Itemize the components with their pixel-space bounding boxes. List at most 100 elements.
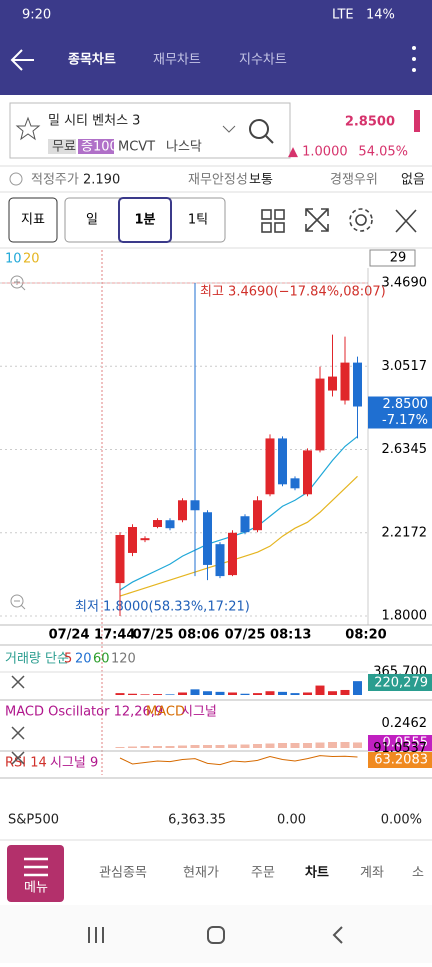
info-label: 경쟁우위 bbox=[330, 173, 378, 188]
status-network: LTE bbox=[332, 8, 354, 23]
macd-bar bbox=[203, 745, 212, 748]
macd-bar bbox=[115, 747, 125, 748]
ticker: MCVT bbox=[118, 140, 155, 155]
volume-bar bbox=[215, 691, 225, 695]
volume-bar bbox=[153, 694, 162, 695]
candle-body bbox=[290, 478, 300, 489]
volume-bar bbox=[303, 692, 312, 695]
menu-kebab[interactable] bbox=[412, 46, 416, 72]
back-button[interactable] bbox=[10, 49, 34, 71]
stock-box[interactable] bbox=[9, 102, 291, 159]
annotation: 최저 1.8000(58.33%,17:21) bbox=[75, 600, 250, 615]
nav-item[interactable]: 주문 bbox=[251, 866, 275, 881]
info-value: 보통 bbox=[249, 173, 273, 188]
close-icons[interactable] bbox=[11, 675, 25, 765]
badge-bg bbox=[78, 139, 114, 154]
ma-line bbox=[119, 475, 358, 597]
candle-body bbox=[253, 500, 262, 531]
star-icon[interactable] bbox=[15, 116, 41, 141]
volume-bar bbox=[253, 693, 262, 695]
macd-bar bbox=[153, 746, 162, 748]
info-label: 재무안정성 bbox=[188, 173, 248, 188]
macd-bar bbox=[190, 745, 200, 748]
macd-bar bbox=[303, 743, 312, 748]
tab[interactable]: 지수차트 bbox=[239, 53, 287, 68]
index-value: 6,363.35 bbox=[168, 813, 226, 828]
macd-last-box bbox=[368, 735, 432, 751]
count-box[interactable] bbox=[369, 249, 416, 267]
candle-body bbox=[240, 516, 250, 533]
annotation: 최고 3.4690(−17.84%,08:07) bbox=[200, 285, 386, 300]
panel-title: 거래량 단순 bbox=[5, 652, 69, 667]
nav-item[interactable]: 소 bbox=[412, 866, 424, 881]
info-label: 적정주가 bbox=[31, 173, 79, 188]
candle-body bbox=[228, 532, 237, 576]
tab[interactable]: 종목차트 bbox=[68, 52, 116, 68]
tool-icons[interactable] bbox=[261, 208, 417, 233]
header-bg bbox=[0, 0, 432, 95]
volume-bar bbox=[290, 693, 300, 695]
search-icon[interactable] bbox=[249, 119, 274, 144]
volume-bar bbox=[353, 681, 362, 695]
volume-bar bbox=[178, 692, 187, 695]
y-tick-label: 3.0517 bbox=[382, 359, 428, 374]
macd-bar bbox=[353, 742, 362, 748]
zoom-icons[interactable] bbox=[10, 275, 26, 610]
panel-legend: 5 bbox=[64, 652, 72, 667]
button[interactable] bbox=[8, 197, 58, 243]
volume-bar bbox=[203, 691, 212, 695]
change: ▲ 1.0000 bbox=[288, 145, 348, 160]
menu-icon bbox=[24, 857, 48, 877]
rsi-last-box bbox=[368, 752, 432, 768]
volume-bar bbox=[328, 691, 337, 695]
macd-bar bbox=[253, 744, 262, 748]
nav-item[interactable]: 관심종목 bbox=[99, 866, 147, 881]
macd-bar bbox=[328, 742, 337, 748]
info-value: 없음 bbox=[401, 173, 425, 188]
button-label: 1분 bbox=[134, 213, 155, 228]
candle-body bbox=[203, 512, 212, 565]
button-label: 지표 bbox=[21, 213, 45, 228]
macd-bar bbox=[265, 743, 275, 748]
info-value: 2.190 bbox=[83, 173, 120, 188]
macd-bar bbox=[240, 744, 250, 748]
dropdown[interactable] bbox=[222, 125, 236, 133]
badge: 무료 bbox=[52, 140, 76, 155]
menu-button[interactable] bbox=[7, 845, 64, 902]
button-label[interactable]: 1틱 bbox=[188, 213, 208, 228]
y-tick-label: 3.4690 bbox=[382, 276, 428, 291]
ma-line bbox=[119, 435, 358, 591]
nav-item[interactable]: 현재가 bbox=[183, 866, 219, 881]
candle-body bbox=[165, 520, 175, 529]
y-tick-label: 1.8000 bbox=[382, 609, 428, 624]
panel-legend: 120 bbox=[111, 652, 136, 667]
button-selected[interactable] bbox=[118, 197, 172, 243]
candle-body bbox=[340, 362, 350, 401]
y-tick-label: 2.6345 bbox=[382, 442, 428, 457]
price: 2.8500 bbox=[345, 115, 395, 130]
stock-name: 밀 시티 벤처스 3 bbox=[48, 114, 140, 129]
nav-item[interactable]: 차트 bbox=[305, 865, 329, 881]
change-pct: 54.05% bbox=[358, 145, 408, 160]
last-change: -7.17% bbox=[382, 413, 428, 428]
x-tick-label: 07/24 17:44 bbox=[49, 628, 136, 643]
index-name: S&P500 bbox=[8, 813, 59, 828]
system-nav bbox=[0, 905, 432, 963]
nav: 관심종목 현재가 주문 차트 계좌 소 bbox=[99, 865, 424, 881]
volume-bar bbox=[228, 692, 237, 695]
help-icon[interactable] bbox=[9, 172, 23, 186]
market: 나스닥 bbox=[166, 140, 202, 155]
nav-item[interactable]: 계좌 bbox=[360, 866, 384, 881]
volume-bar bbox=[278, 691, 287, 695]
candle-body bbox=[328, 376, 337, 391]
system-buttons[interactable] bbox=[88, 926, 343, 944]
volume-last-box bbox=[368, 674, 432, 691]
candle-body bbox=[353, 362, 362, 407]
tab[interactable]: 재무차트 bbox=[153, 53, 201, 68]
candle-body bbox=[190, 500, 200, 511]
volume-bar bbox=[240, 693, 250, 695]
button-label[interactable]: 일 bbox=[86, 213, 98, 228]
rsi-line bbox=[119, 755, 358, 766]
rsi-last: 63.2083 bbox=[374, 753, 428, 768]
